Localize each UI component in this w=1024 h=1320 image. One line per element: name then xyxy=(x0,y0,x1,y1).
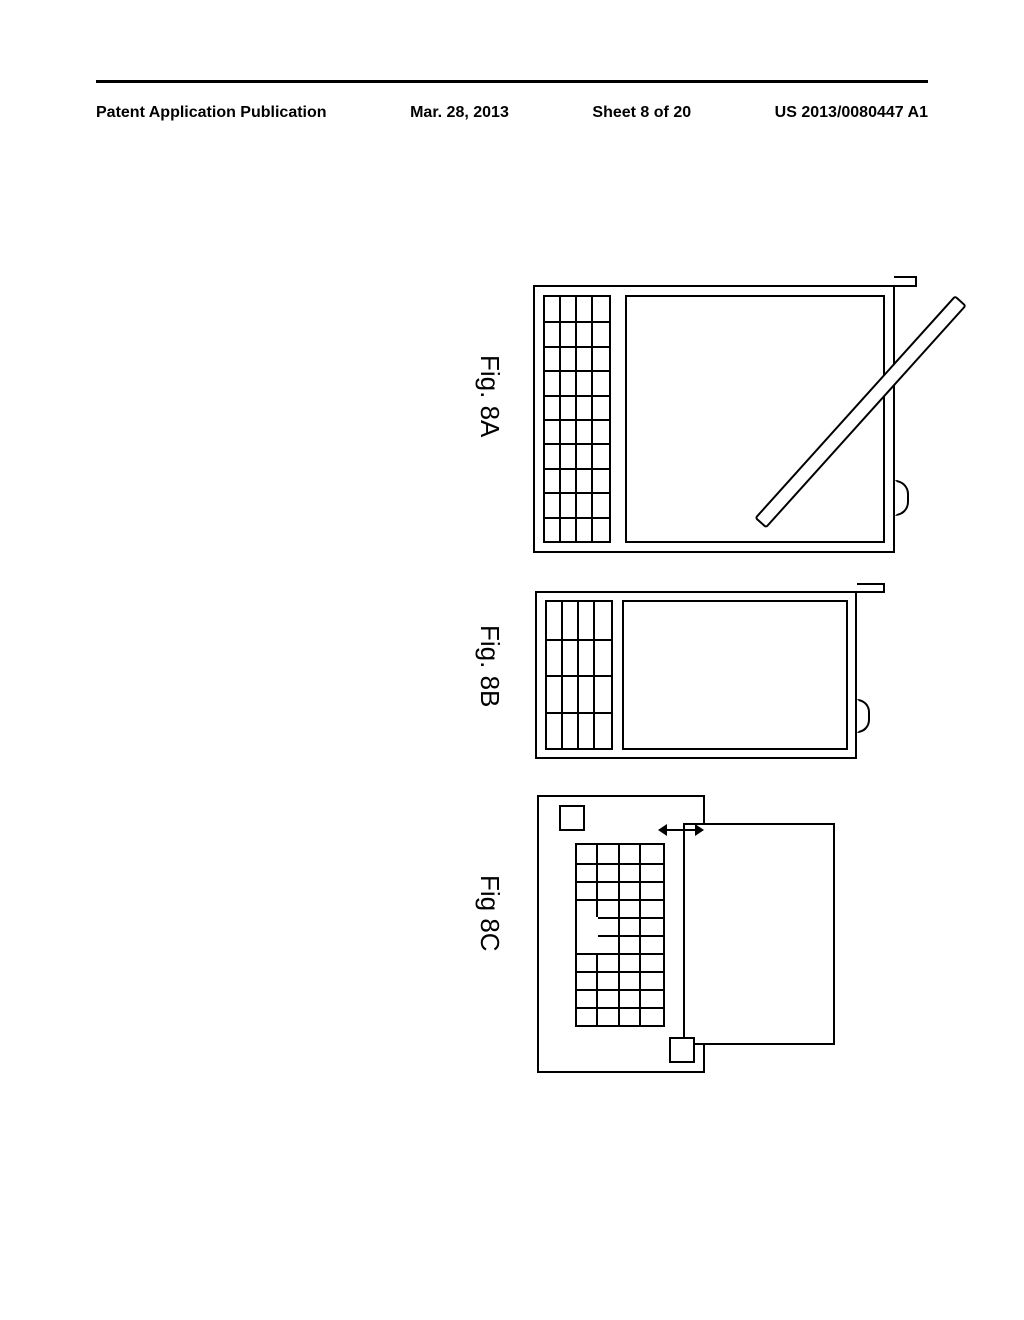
fig8c-button-right xyxy=(669,1037,695,1063)
fig8c-hinge-arrow-shaft xyxy=(663,829,699,831)
figures-stage: Fig. 8A Fig. 8B xyxy=(125,285,895,965)
fig8c-button-left xyxy=(559,805,585,831)
fig8a-antenna xyxy=(894,276,917,287)
figure-8c xyxy=(535,795,835,1073)
pub-date: Mar. 28, 2013 xyxy=(410,104,509,122)
figure-8b xyxy=(535,591,857,759)
pub-number: US 2013/0080447 A1 xyxy=(775,104,928,122)
fig8b-keyboard xyxy=(545,600,613,750)
fig8c-lid xyxy=(683,823,835,1045)
fig8c-hinge-arrow-up-icon xyxy=(695,824,704,836)
fig8b-camera-bump xyxy=(857,699,870,733)
sheet-number: Sheet 8 of 20 xyxy=(592,104,691,122)
fig8c-hinge-arrow-down-icon xyxy=(658,824,667,836)
fig8b-screen xyxy=(622,600,848,750)
fig8c-keyboard xyxy=(575,843,665,1027)
fig8c-label: Fig 8C xyxy=(474,875,505,952)
fig8a-label: Fig. 8A xyxy=(474,355,505,437)
fig8b-antenna xyxy=(857,583,885,593)
fig8a-keyboard xyxy=(543,295,611,543)
figure-8a xyxy=(533,285,895,553)
pub-type: Patent Application Publication xyxy=(96,104,327,122)
fig8c-spacebar xyxy=(577,917,599,953)
fig8b-label: Fig. 8B xyxy=(474,625,505,707)
page-header: Patent Application Publication Mar. 28, … xyxy=(96,104,928,122)
